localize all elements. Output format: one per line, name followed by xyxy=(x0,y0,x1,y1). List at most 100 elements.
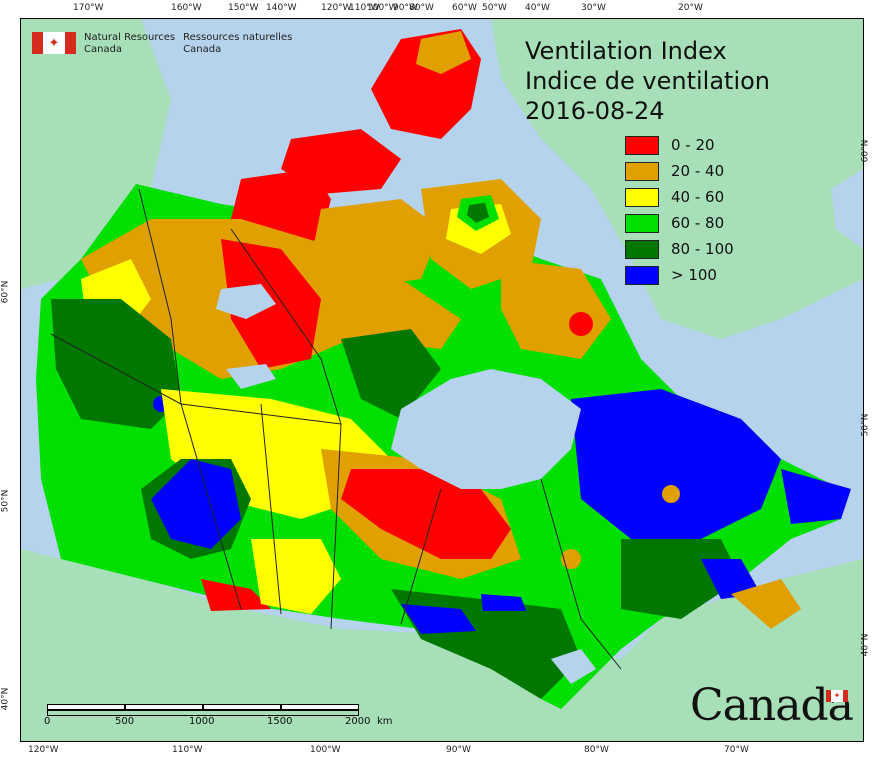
tick-right-40n: 40°N xyxy=(860,633,871,657)
sask-south-yellow-region xyxy=(251,539,341,614)
org-en-line1: Natural Resources xyxy=(84,32,176,43)
baffin-darkgreen-region xyxy=(467,203,489,223)
baffin-bay-edge xyxy=(831,169,863,249)
yukon-darkgreen-region xyxy=(51,299,181,429)
tick-bottom-80w: 80°W xyxy=(584,745,609,755)
legend-swatch xyxy=(625,213,659,233)
great-lakes xyxy=(551,649,596,684)
tick-top-170w: 170°W xyxy=(73,3,104,13)
legend-label: 40 - 60 xyxy=(671,188,725,206)
tick-top-160w: 160°W xyxy=(171,3,202,13)
legend-label: > 100 xyxy=(671,266,717,284)
legend-label: 80 - 100 xyxy=(671,240,734,258)
ontario-blue-spot xyxy=(481,594,526,611)
tick-top-80w: 80°W xyxy=(409,3,434,13)
alberta-blue-region xyxy=(151,459,241,549)
labrador-blue-region xyxy=(781,469,851,524)
tick-top-120w: 120°W xyxy=(321,3,352,13)
legend-label: 60 - 80 xyxy=(671,214,725,232)
scale-segment-1 xyxy=(47,704,125,710)
manitoba-ontario-border xyxy=(400,488,442,625)
great-bear-lake xyxy=(216,284,276,319)
tick-top-90w: 90°W xyxy=(393,3,418,13)
legend-label: 0 - 20 xyxy=(671,136,715,154)
baffin-red-spot xyxy=(569,312,593,336)
ellesmere-north-region xyxy=(416,31,471,74)
scale-label-0: 0 xyxy=(44,716,51,727)
tick-bottom-100w: 100°W xyxy=(310,745,341,755)
scale-segment-3 xyxy=(203,704,281,710)
tick-top-20w: 20°W xyxy=(678,3,703,13)
legend-row: 80 - 100 xyxy=(625,236,734,262)
hudson-west-darkgreen xyxy=(341,329,441,419)
scale-label-500: 500 xyxy=(115,716,135,727)
quebec-orange-spot xyxy=(662,485,680,503)
org-en-line2: Canada xyxy=(84,44,123,55)
org-fr-line1: Ressources naturelles xyxy=(183,32,293,43)
scale-label-2000: 2000 xyxy=(345,716,371,727)
bc-yukon-border xyxy=(50,333,182,405)
quebec-south-blue xyxy=(701,559,761,599)
map-date: 2016-08-24 xyxy=(525,97,665,125)
alberta-sask-border xyxy=(260,403,282,615)
legend-row: > 100 xyxy=(625,262,734,288)
legend-row: 20 - 40 xyxy=(625,158,734,184)
tick-top-60w: 60°W xyxy=(452,3,477,13)
tick-bottom-90w: 90°W xyxy=(446,745,471,755)
tick-left-50n: 50°N xyxy=(0,489,11,513)
maple-leaf-flag-icon: ✦ xyxy=(32,32,76,54)
yukon-nwt-border xyxy=(138,188,182,405)
scale-baseline xyxy=(47,710,359,716)
sask-manitoba-border xyxy=(330,423,342,630)
legend-row: 60 - 80 xyxy=(625,210,734,236)
ventilation-index-map xyxy=(20,18,864,742)
tick-top-30w: 30°W xyxy=(581,3,606,13)
legend-row: 0 - 20 xyxy=(625,132,734,158)
great-slave-lake xyxy=(226,364,276,389)
scale-label-1000: 1000 xyxy=(189,716,215,727)
legend-row: 40 - 60 xyxy=(625,184,734,210)
provincial-borders xyxy=(50,188,622,670)
map-canvas xyxy=(21,19,863,741)
org-name-english: Natural Resources Canada xyxy=(84,32,175,56)
tick-top-40w: 40°W xyxy=(525,3,550,13)
tick-top-140w: 140°W xyxy=(266,3,297,13)
alaska-land xyxy=(21,19,171,289)
canada-wordmark: Canada xyxy=(690,680,854,731)
bc-alberta-border xyxy=(180,403,242,610)
tick-top-100w: 100°W xyxy=(367,3,398,13)
tick-left-40n: 40°N xyxy=(0,687,11,711)
wordmark-flag-icon: ✦ xyxy=(826,690,848,702)
sask-south-red-region xyxy=(201,579,271,611)
legend-label: 20 - 40 xyxy=(671,162,725,180)
org-name-french: Ressources naturelles Canada xyxy=(183,32,292,56)
title-english: Ventilation Index xyxy=(525,37,727,65)
scale-unit: km xyxy=(377,716,393,727)
legend-swatch xyxy=(625,187,659,207)
tick-bottom-110w: 110°W xyxy=(172,745,203,755)
ontario-orange-spot xyxy=(561,549,581,569)
scale-segment-4 xyxy=(281,704,359,710)
quebec-blue-region xyxy=(571,389,781,539)
scale-label-1500: 1500 xyxy=(267,716,293,727)
tick-right-50n: 50°N xyxy=(860,413,871,437)
nwt-nunavut-border xyxy=(230,228,342,425)
tick-top-50w: 50°W xyxy=(482,3,507,13)
manitoba-red-region xyxy=(341,469,511,559)
nwt-south-border xyxy=(180,403,342,425)
org-fr-line2: Canada xyxy=(183,44,222,55)
legend: 0 - 20 20 - 40 40 - 60 60 - 80 80 - 100 > 100 xyxy=(625,132,734,288)
legend-swatch xyxy=(625,161,659,181)
tick-bottom-70w: 70°W xyxy=(724,745,749,755)
legend-swatch xyxy=(625,265,659,285)
title-french: Indice de ventilation xyxy=(525,67,771,95)
scale-segment-2 xyxy=(125,704,203,710)
legend-swatch xyxy=(625,239,659,259)
ontario-quebec-border xyxy=(540,478,622,670)
tick-top-110w: 110°W xyxy=(349,3,380,13)
tick-bottom-120w: 120°W xyxy=(28,745,59,755)
maritimes-orange-region xyxy=(731,579,801,629)
tick-top-150w: 150°W xyxy=(228,3,259,13)
tick-left-60n: 60°N xyxy=(0,280,11,304)
